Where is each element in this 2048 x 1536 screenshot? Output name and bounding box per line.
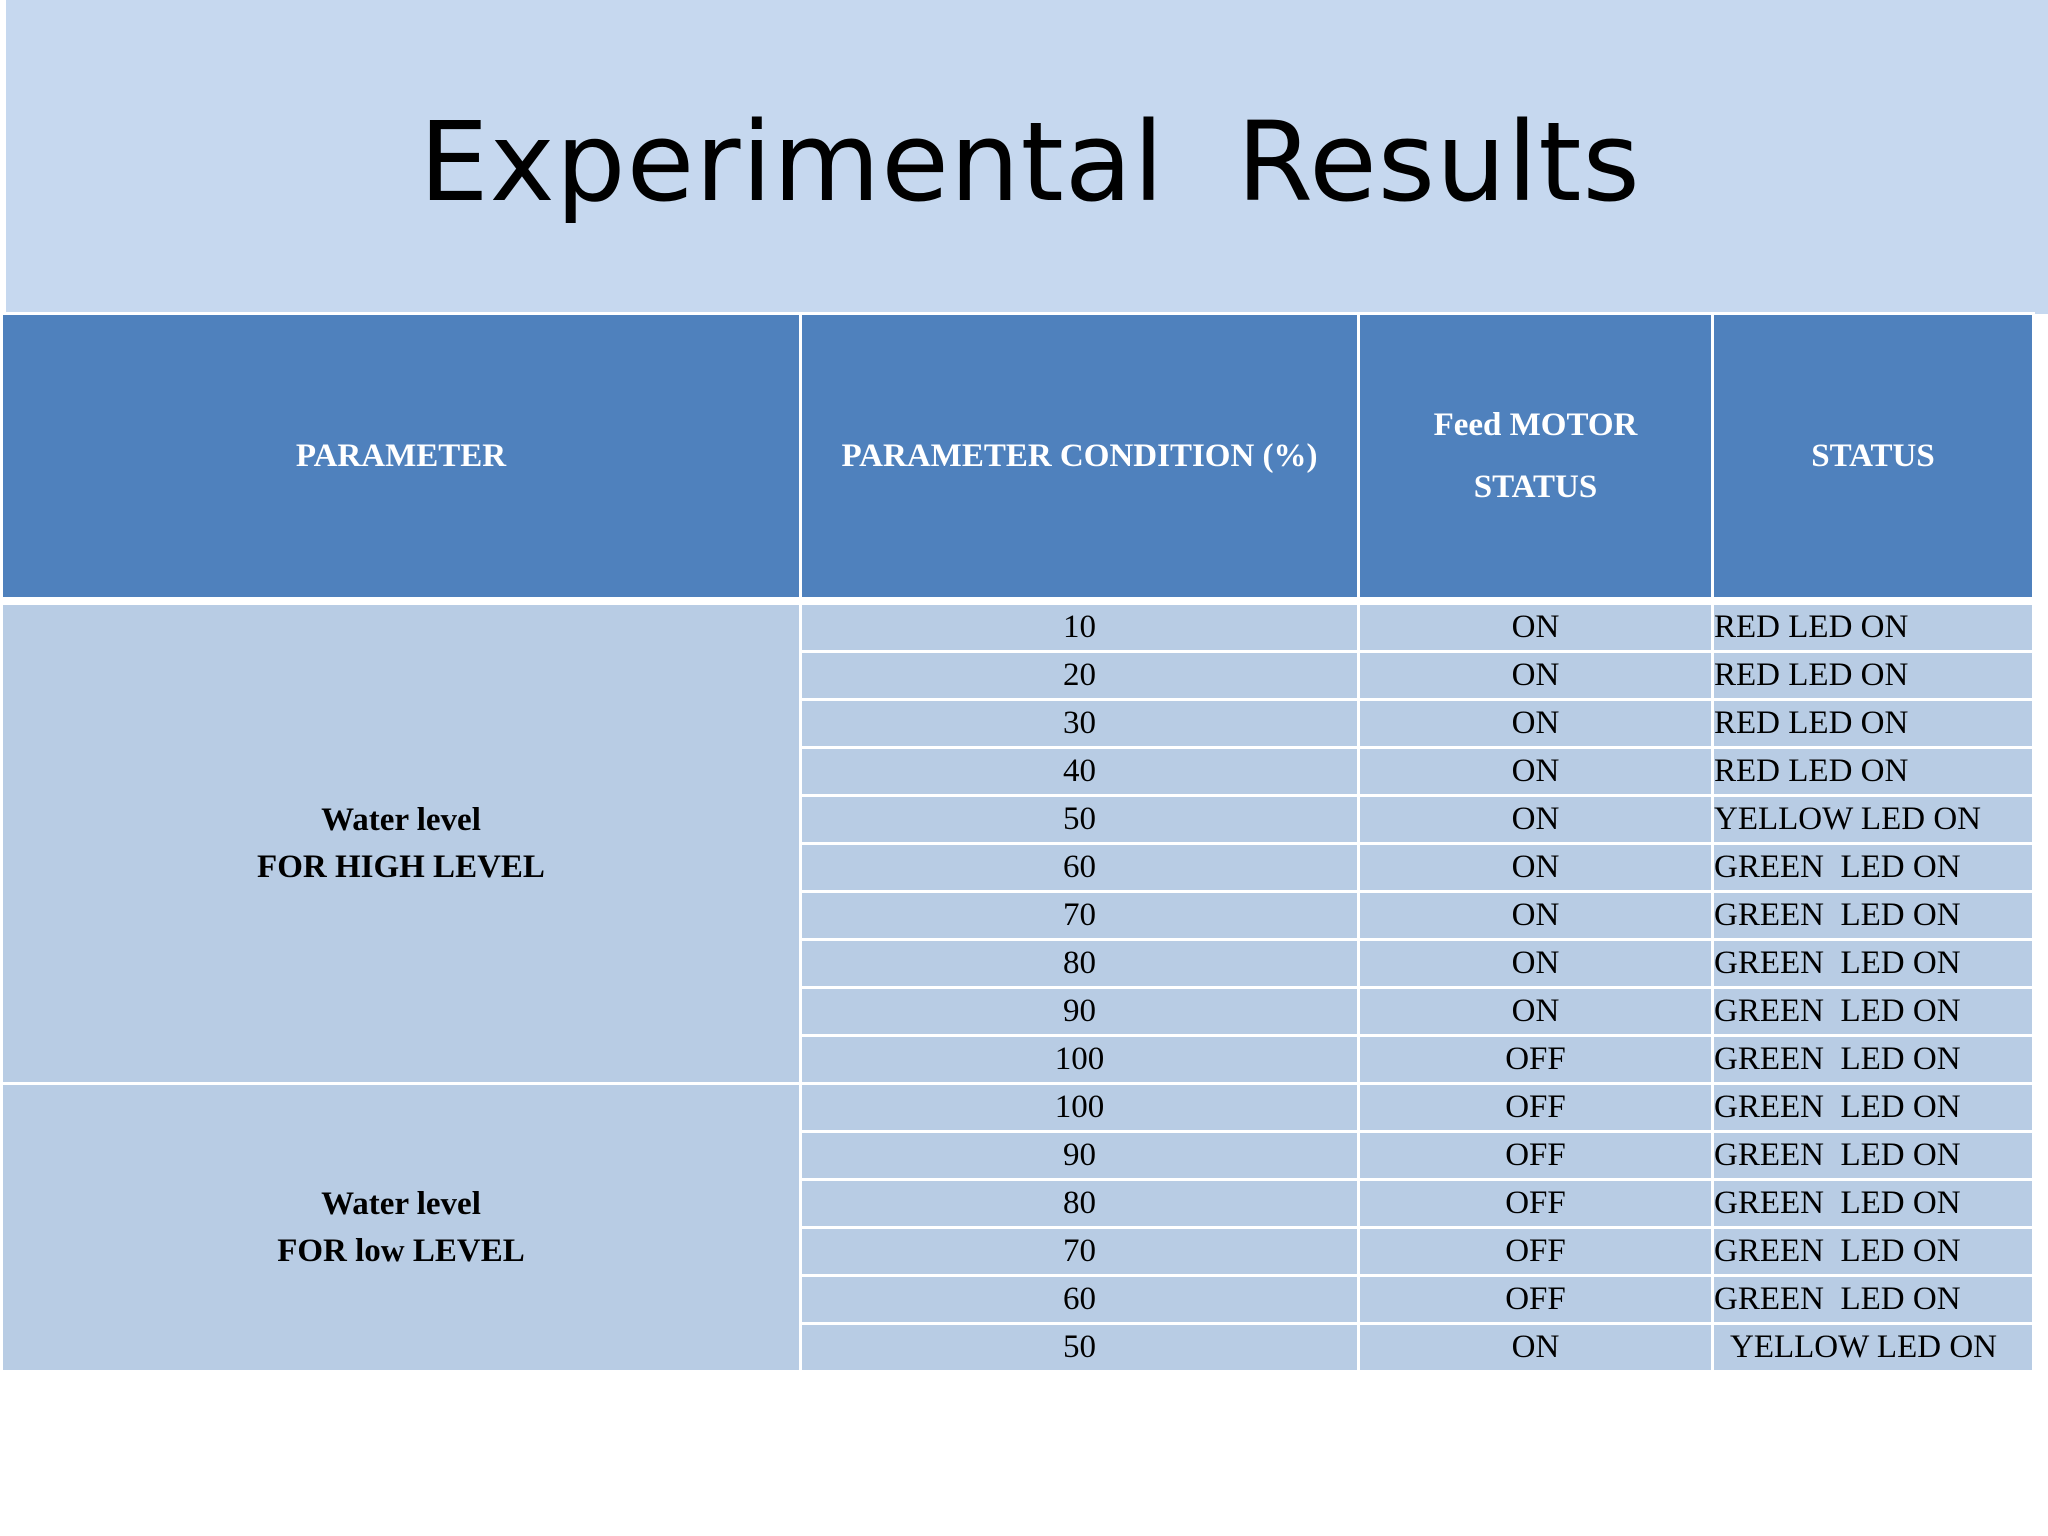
motor-status-cell: OFF	[1357, 1179, 1714, 1229]
condition-cell: 90	[799, 1131, 1360, 1181]
status-cell: YELLOW LED ON	[1711, 795, 2035, 845]
table-row: 30 ON RED LED ON	[2, 699, 2035, 749]
status-cell: GREEN LED ON	[1711, 939, 2035, 989]
header-motor-line1: Feed MOTOR	[1433, 407, 1638, 443]
parameter-label-line1: Water level	[321, 801, 481, 838]
parameter-label-line1: Water level	[321, 1185, 481, 1222]
status-cell: GREEN LED ON	[1711, 1035, 2035, 1085]
header-condition: PARAMETER CONDITION (%)	[799, 312, 1360, 603]
condition-cell: 70	[799, 891, 1360, 941]
status-cell: GREEN LED ON	[1711, 1227, 2035, 1277]
parameter-group-low: Water level FOR low LEVEL	[0, 1083, 802, 1373]
condition-cell: 90	[799, 987, 1360, 1037]
table-row: 40 ON RED LED ON	[2, 747, 2035, 797]
header-status: STATUS	[1711, 312, 2035, 603]
motor-status-cell: ON	[1357, 597, 1714, 653]
status-cell: GREEN LED ON	[1711, 843, 2035, 893]
table-row: 80 ON GREEN LED ON	[2, 939, 2035, 989]
header-row: PARAMETER PARAMETER CONDITION (%) Feed M…	[0, 312, 2035, 603]
condition-cell: 80	[799, 939, 1360, 989]
motor-status-cell: ON	[1357, 795, 1714, 845]
condition-cell: 100	[799, 1083, 1360, 1133]
motor-status-cell: OFF	[1357, 1227, 1714, 1277]
table-row: Water level FOR HIGH LEVEL 10 ON RED LED…	[0, 597, 2035, 1085]
title-band	[6, 0, 2048, 314]
table-row: 50 ON YELLOW LED ON	[2, 795, 2035, 845]
header-parameter: PARAMETER	[0, 312, 802, 603]
table-row: 60 ON GREEN LED ON	[2, 843, 2035, 893]
status-cell: GREEN LED ON	[1711, 1275, 2035, 1325]
table-row: Water level FOR low LEVEL 100 OFF GREEN …	[0, 1083, 2035, 1373]
table-row: 70 OFF GREEN LED ON	[2, 1227, 2035, 1277]
table-row: 20 ON RED LED ON	[2, 651, 2035, 701]
slide-title: Experimental Results	[419, 98, 1641, 226]
motor-status-cell: OFF	[1357, 1131, 1714, 1181]
condition-cell: 30	[799, 699, 1360, 749]
condition-cell: 60	[799, 843, 1360, 893]
motor-status-cell: ON	[1357, 843, 1714, 893]
condition-cell: 20	[799, 651, 1360, 701]
parameter-group-high: Water level FOR HIGH LEVEL	[0, 597, 802, 1085]
status-cell: GREEN LED ON	[1711, 1131, 2035, 1181]
motor-status-cell: ON	[1357, 699, 1714, 749]
table-row: 90 OFF GREEN LED ON	[2, 1131, 2035, 1181]
condition-cell: 50	[799, 1323, 1360, 1373]
status-cell: YELLOW LED ON	[1711, 1323, 2035, 1373]
parameter-label-line2: FOR HIGH LEVEL	[257, 848, 545, 885]
parameter-label-line2: FOR low LEVEL	[277, 1232, 525, 1269]
status-cell: RED LED ON	[1711, 699, 2035, 749]
results-table: PARAMETER PARAMETER CONDITION (%) Feed M…	[0, 312, 2035, 1373]
header-motor-status: Feed MOTOR STATUS	[1357, 312, 1714, 603]
condition-cell: 80	[799, 1179, 1360, 1229]
header-motor-line2: STATUS	[1473, 469, 1598, 505]
status-cell: GREEN LED ON	[1711, 891, 2035, 941]
motor-status-cell: OFF	[1357, 1083, 1714, 1133]
condition-cell: 40	[799, 747, 1360, 797]
condition-cell: 100	[799, 1035, 1360, 1085]
table-row: 50 ON YELLOW LED ON	[2, 1323, 2035, 1373]
status-cell: GREEN LED ON	[1711, 1083, 2035, 1133]
motor-status-cell: ON	[1357, 987, 1714, 1037]
status-cell: RED LED ON	[1711, 597, 2035, 653]
status-cell: RED LED ON	[1711, 651, 2035, 701]
condition-cell: 70	[799, 1227, 1360, 1277]
table-row: 100 OFF GREEN LED ON	[2, 1035, 2035, 1085]
table-row: 70 ON GREEN LED ON	[2, 891, 2035, 941]
status-cell: RED LED ON	[1711, 747, 2035, 797]
condition-cell: 10	[799, 597, 1360, 653]
motor-status-cell: ON	[1357, 939, 1714, 989]
motor-status-cell: ON	[1357, 651, 1714, 701]
motor-status-cell: OFF	[1357, 1275, 1714, 1325]
status-cell: GREEN LED ON	[1711, 987, 2035, 1037]
motor-status-cell: ON	[1357, 891, 1714, 941]
condition-cell: 60	[799, 1275, 1360, 1325]
motor-status-cell: ON	[1357, 747, 1714, 797]
table-row: 90 ON GREEN LED ON	[2, 987, 2035, 1037]
motor-status-cell: OFF	[1357, 1035, 1714, 1085]
table-row: 80 OFF GREEN LED ON	[2, 1179, 2035, 1229]
condition-cell: 50	[799, 795, 1360, 845]
status-cell: GREEN LED ON	[1711, 1179, 2035, 1229]
table-row: 60 OFF GREEN LED ON	[2, 1275, 2035, 1325]
motor-status-cell: ON	[1357, 1323, 1714, 1373]
